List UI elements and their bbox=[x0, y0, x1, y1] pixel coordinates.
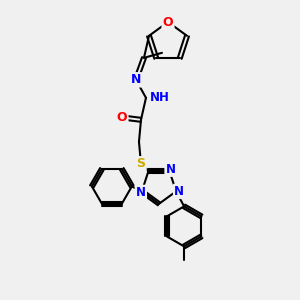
Text: O: O bbox=[163, 16, 173, 28]
Text: N: N bbox=[166, 163, 176, 176]
Text: N: N bbox=[131, 73, 141, 86]
Text: N: N bbox=[136, 186, 146, 199]
Text: S: S bbox=[136, 157, 146, 170]
Text: N: N bbox=[174, 185, 184, 198]
Text: O: O bbox=[117, 111, 127, 124]
Text: NH: NH bbox=[150, 91, 170, 104]
